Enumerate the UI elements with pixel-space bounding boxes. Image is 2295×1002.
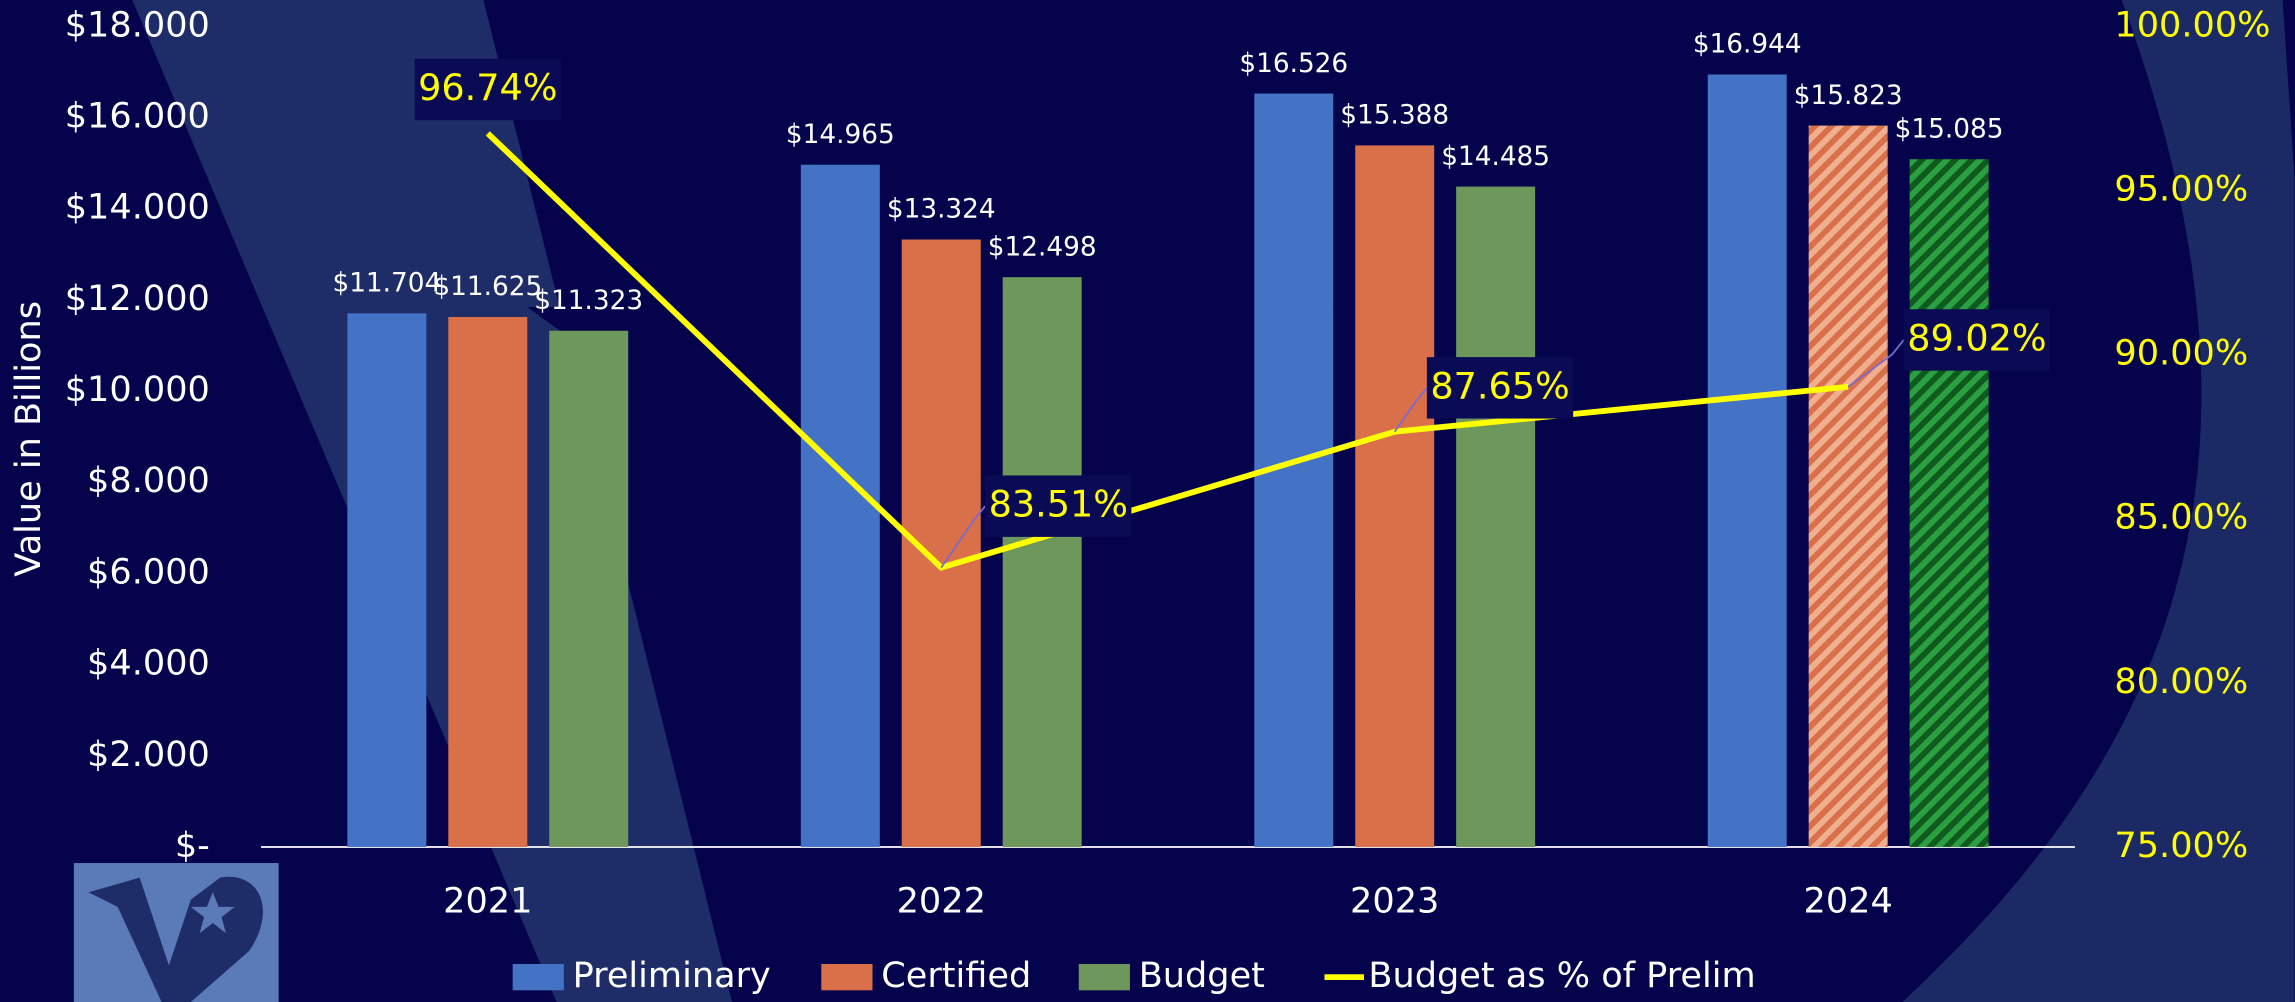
y2-tick-label: 95.00% bbox=[2114, 168, 2248, 209]
x-tick-label: 2024 bbox=[1804, 881, 1893, 922]
line-value-label: 89.02% bbox=[1907, 316, 2046, 359]
y2-tick-label: 80.00% bbox=[2114, 661, 2248, 702]
y-tick-label: $8.000 bbox=[87, 460, 210, 501]
bar-value-label: $14.485 bbox=[1441, 142, 1550, 172]
y2-tick-label: 85.00% bbox=[2114, 497, 2248, 538]
bar bbox=[347, 313, 427, 847]
bar bbox=[448, 316, 528, 847]
y2-tick-label: 100.00% bbox=[2114, 4, 2270, 45]
bar bbox=[1707, 74, 1787, 847]
bar-value-label: $14.965 bbox=[786, 120, 895, 150]
y2-tick-label: 75.00% bbox=[2114, 825, 2248, 866]
y-tick-label: $6.000 bbox=[87, 551, 210, 592]
bar-value-label: $15.823 bbox=[1794, 81, 1903, 111]
line-value-label: 87.65% bbox=[1430, 364, 1569, 407]
bar bbox=[1355, 145, 1435, 847]
bar bbox=[549, 330, 629, 847]
y-tick-label: $- bbox=[175, 825, 210, 866]
legend-swatch bbox=[512, 963, 564, 991]
bar bbox=[1456, 186, 1536, 847]
leader-line bbox=[1393, 387, 1428, 433]
leader-line bbox=[940, 505, 986, 569]
y-axis-title: Value in Billions bbox=[8, 301, 49, 577]
y2-tick-label: 90.00% bbox=[2114, 333, 2248, 374]
bar-value-label: $16.944 bbox=[1693, 30, 1802, 60]
y-tick-label: $2.000 bbox=[87, 734, 210, 775]
line-label-box bbox=[985, 475, 1132, 537]
legend-label: Preliminary bbox=[573, 955, 771, 996]
bar-value-label: $11.323 bbox=[534, 286, 643, 316]
bar-value-label: $11.704 bbox=[332, 269, 441, 299]
y-tick-label: $16.000 bbox=[65, 96, 210, 137]
legend-label: Certified bbox=[881, 955, 1031, 996]
line-label-box bbox=[1903, 309, 2051, 371]
line-value-label: 83.51% bbox=[989, 483, 1128, 526]
y-tick-label: $14.000 bbox=[65, 187, 210, 228]
bar bbox=[1909, 159, 1989, 847]
x-tick-label: 2023 bbox=[1350, 881, 1439, 922]
legend-swatch bbox=[1078, 963, 1130, 991]
logo bbox=[73, 863, 279, 1002]
line-series bbox=[485, 131, 1849, 571]
y-tick-label: $12.000 bbox=[65, 278, 210, 319]
bar-value-label: $15.085 bbox=[1895, 114, 2004, 144]
x-tick-label: 2022 bbox=[897, 881, 986, 922]
y-tick-label: $18.000 bbox=[65, 4, 210, 45]
leader-line bbox=[1847, 339, 1905, 388]
bar bbox=[1002, 277, 1082, 847]
legend-swatch bbox=[821, 963, 873, 991]
bar-value-label: $12.498 bbox=[988, 232, 1097, 262]
legend-label: Budget bbox=[1139, 955, 1265, 996]
line-value-label: 96.74% bbox=[418, 66, 557, 109]
y-tick-label: $4.000 bbox=[87, 643, 210, 684]
line-label-box bbox=[1426, 357, 1574, 419]
bar-value-label: $13.324 bbox=[887, 195, 996, 225]
legend-label: Budget as % of Prelim bbox=[1368, 955, 1755, 996]
bar-value-label: $16.526 bbox=[1239, 49, 1348, 79]
y-tick-label: $10.000 bbox=[65, 369, 210, 410]
bar-value-label: $11.625 bbox=[433, 272, 542, 302]
line-label-box bbox=[414, 58, 561, 121]
bar bbox=[800, 164, 880, 847]
x-tick-label: 2021 bbox=[443, 881, 532, 922]
bar-value-label: $15.388 bbox=[1340, 101, 1449, 131]
bar bbox=[1808, 125, 1888, 847]
